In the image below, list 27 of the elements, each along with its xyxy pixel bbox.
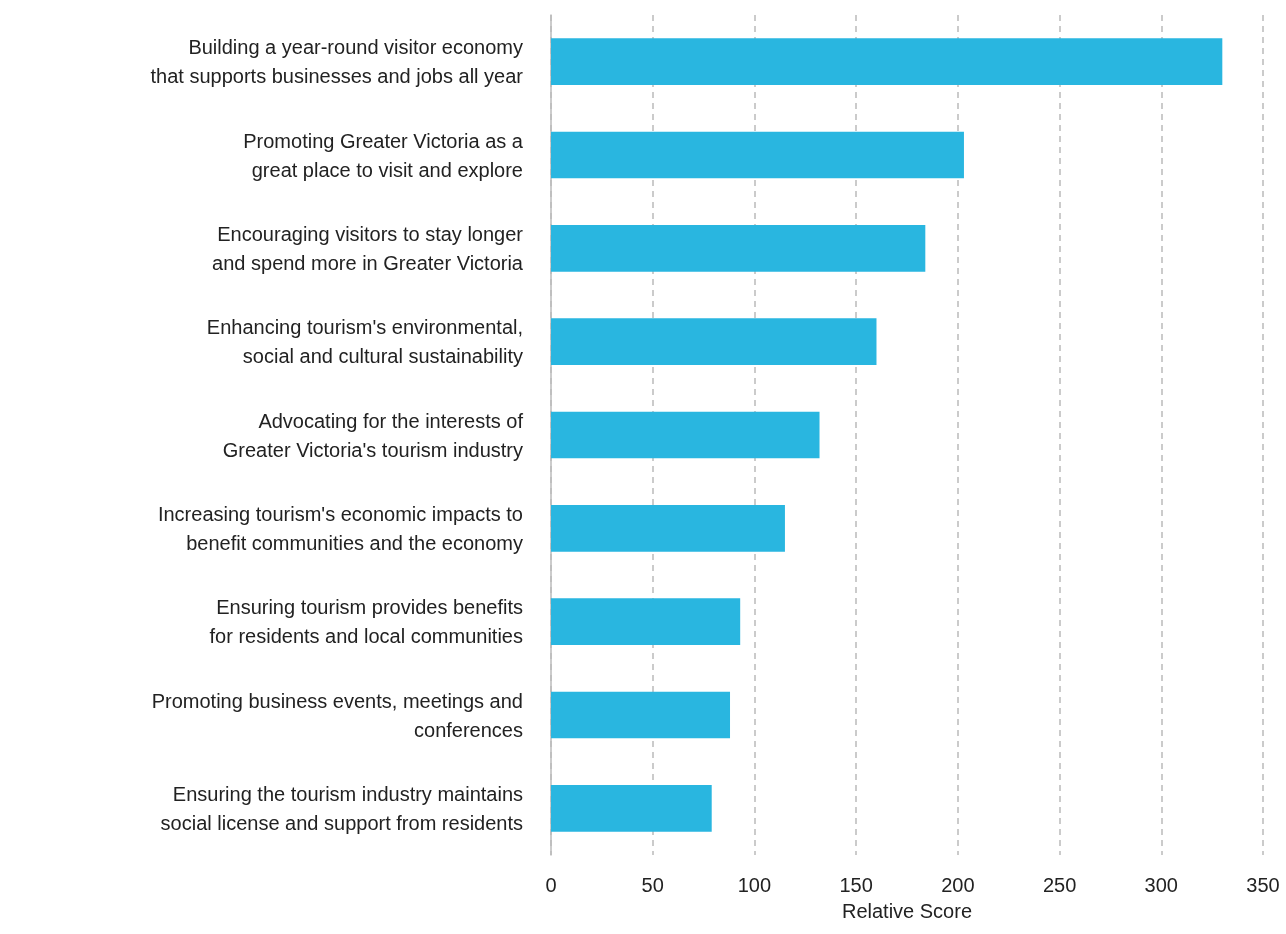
x-tick-label: 250: [1042, 874, 1077, 896]
x-tick-label: 50: [641, 874, 664, 896]
bar: [551, 411, 820, 459]
bar: [551, 318, 877, 365]
bar: [551, 691, 731, 739]
x-tick-label: 300: [1144, 874, 1178, 896]
bar: [551, 598, 741, 645]
bar: [551, 225, 926, 272]
x-tick-label: 100: [737, 874, 772, 896]
x-tick-label: 350: [1246, 874, 1280, 896]
bar: [551, 131, 964, 179]
x-tick-label: 0: [545, 874, 557, 896]
y-tick-label: Promoting Greater Victoria as a great place to visit and explore: [243, 129, 524, 181]
y-tick-label: Encouraging visitors to stay longer and spend more in Greater Victoria: [212, 222, 524, 274]
y-tick-label: Promoting business events, meetings and conferences: [151, 689, 523, 741]
y-tick-label: Ensuring the tourism industry maintains social license and support from residents: [160, 782, 523, 834]
y-tick-label: Ensuring tourism provides benefits for residents and local communities: [209, 596, 523, 648]
x-tick-label: 200: [941, 874, 975, 896]
y-tick-label: Enhancing tourism's environmental, social and cultural sustainability: [206, 316, 523, 368]
bar: [551, 785, 712, 832]
y-tick-label: Increasing tourism's economic impacts to benefit communities and the economy: [157, 502, 523, 554]
bar: [551, 38, 1223, 85]
y-tick-label: Building a year-round visitor economy that supports businesses and jobs all year: [150, 36, 524, 88]
y-tick-label: Advocating for the interests of Greater Victoria's tourism industry: [222, 409, 524, 461]
bar: [551, 505, 785, 552]
x-axis-title: Relative Score: [841, 900, 973, 922]
x-tick-label: 150: [839, 874, 873, 896]
